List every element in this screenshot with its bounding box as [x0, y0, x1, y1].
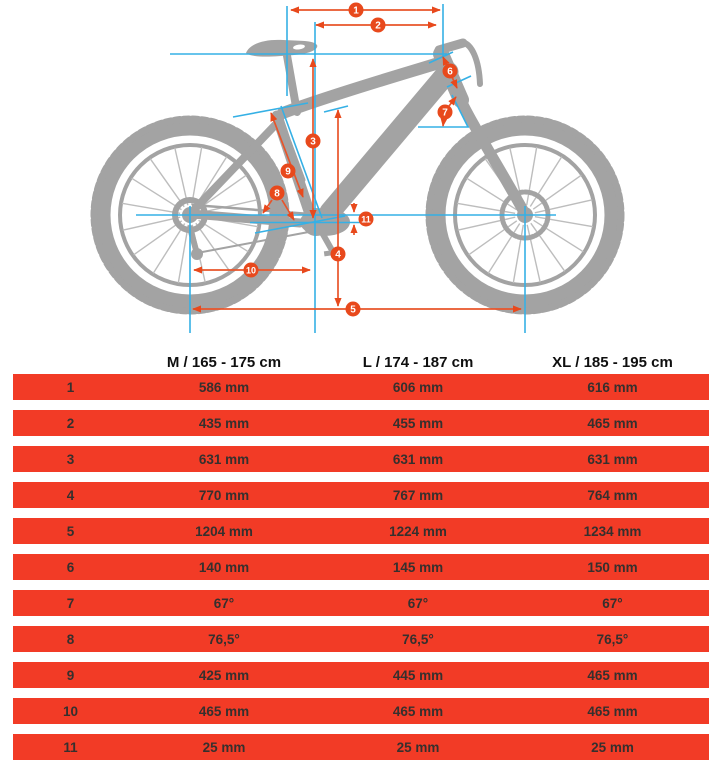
table-row: 6 140 mm 145 mm 150 mm	[13, 554, 709, 580]
callout-11: 11	[358, 211, 374, 227]
table-header-row: M / 165 - 175 cm L / 174 - 187 cm XL / 1…	[13, 350, 709, 374]
svg-text:5: 5	[350, 305, 356, 316]
value-xl: 631 mm	[587, 451, 638, 467]
dimension-number: 9	[66, 667, 75, 683]
callouts: 1 2 3 4 5 6 7 8 9 10 11	[243, 2, 458, 317]
value-xl: 616 mm	[587, 379, 638, 395]
crank-arm	[313, 219, 336, 255]
table-row: 11 25 mm 25 mm 25 mm	[13, 734, 709, 760]
frame	[187, 38, 530, 257]
value-l: 25 mm	[396, 739, 440, 755]
dimension-number: 11	[63, 739, 78, 755]
dimension-number: 6	[66, 559, 75, 575]
fork	[450, 84, 530, 218]
value-m: 770 mm	[198, 487, 250, 503]
dimension-number: 10	[62, 703, 79, 719]
value-xl: 465 mm	[587, 415, 638, 431]
header-size-l: L / 174 - 187 cm	[362, 353, 474, 371]
saddle	[246, 39, 318, 57]
value-m: 67°	[213, 595, 235, 611]
bike-silhouette	[90, 38, 625, 315]
header-size-m: M / 165 - 175 cm	[166, 353, 282, 371]
table-row: 9 425 mm 445 mm 465 mm	[13, 662, 709, 688]
table-row: 5 1204 mm 1224 mm 1234 mm	[13, 518, 709, 544]
svg-text:11: 11	[361, 215, 371, 225]
table-row: 8 76,5° 76,5° 76,5°	[13, 626, 709, 652]
dimension-number: 2	[66, 415, 75, 431]
value-xl: 1234 mm	[583, 523, 642, 539]
value-xl: 25 mm	[591, 739, 634, 755]
table-row: 3 631 mm 631 mm 631 mm	[13, 446, 709, 472]
value-m: 76,5°	[208, 631, 240, 647]
value-l: 767 mm	[392, 487, 444, 503]
dimension-number: 5	[66, 523, 75, 539]
table-row: 2 435 mm 455 mm 465 mm	[13, 410, 709, 436]
dimension-number: 3	[66, 451, 75, 467]
value-l: 445 mm	[392, 667, 444, 683]
value-xl: 76,5°	[596, 631, 629, 647]
value-l: 455 mm	[392, 415, 444, 431]
svg-text:7: 7	[442, 108, 448, 119]
value-l: 1224 mm	[389, 523, 447, 539]
dimension-number: 1	[66, 379, 75, 395]
callout-1: 1	[348, 2, 364, 18]
svg-text:3: 3	[310, 137, 316, 148]
value-m: 1204 mm	[195, 523, 253, 539]
value-l: 67°	[407, 595, 429, 611]
svg-text:6: 6	[447, 67, 453, 78]
value-m: 435 mm	[198, 415, 250, 431]
handlebar	[459, 39, 483, 87]
value-m: 425 mm	[198, 667, 250, 683]
header-size-xl: XL / 185 - 195 cm	[552, 353, 673, 371]
dimension-number: 7	[66, 595, 75, 611]
svg-text:10: 10	[246, 266, 256, 276]
value-xl: 465 mm	[587, 667, 638, 683]
geometry-diagram: 1 2 3 4 5 6 7 8 9 10 11	[0, 0, 722, 348]
value-xl: 465 mm	[587, 703, 638, 719]
dimension-number: 8	[66, 631, 75, 647]
value-l: 631 mm	[392, 451, 444, 467]
value-m: 465 mm	[198, 703, 250, 719]
value-xl: 764 mm	[587, 487, 638, 503]
value-l: 465 mm	[392, 703, 444, 719]
dimension-number: 4	[66, 487, 75, 503]
callout-9: 9	[280, 163, 296, 179]
table-row: 4 770 mm 767 mm 764 mm	[13, 482, 709, 508]
callout-3: 3	[305, 133, 321, 149]
callout-5: 5	[345, 301, 361, 317]
svg-text:1: 1	[353, 6, 359, 17]
size-table: M / 165 - 175 cm L / 174 - 187 cm XL / 1…	[13, 350, 709, 760]
callout-4: 4	[330, 246, 346, 262]
value-l: 606 mm	[392, 379, 444, 395]
value-xl: 150 mm	[587, 559, 638, 575]
svg-text:2: 2	[375, 21, 381, 32]
seat-post	[282, 46, 301, 116]
table-row: 10 465 mm 465 mm 465 mm	[13, 698, 709, 724]
value-m: 631 mm	[198, 451, 250, 467]
value-m: 586 mm	[198, 379, 250, 395]
svg-text:4: 4	[335, 250, 341, 261]
callout-6: 6	[442, 63, 458, 79]
value-m: 140 mm	[198, 559, 250, 575]
callout-10: 10	[243, 262, 259, 278]
value-xl: 67°	[602, 595, 623, 611]
svg-text:8: 8	[274, 189, 280, 200]
value-l: 76,5°	[402, 631, 434, 647]
table-row: 7 67° 67° 67°	[13, 590, 709, 616]
callout-7: 7	[437, 104, 453, 120]
callout-8: 8	[269, 185, 285, 201]
callout-2: 2	[370, 17, 386, 33]
table-row: 1 586 mm 606 mm 616 mm	[13, 374, 709, 400]
svg-text:9: 9	[285, 167, 291, 178]
value-m: 25 mm	[202, 739, 246, 755]
value-l: 145 mm	[392, 559, 444, 575]
